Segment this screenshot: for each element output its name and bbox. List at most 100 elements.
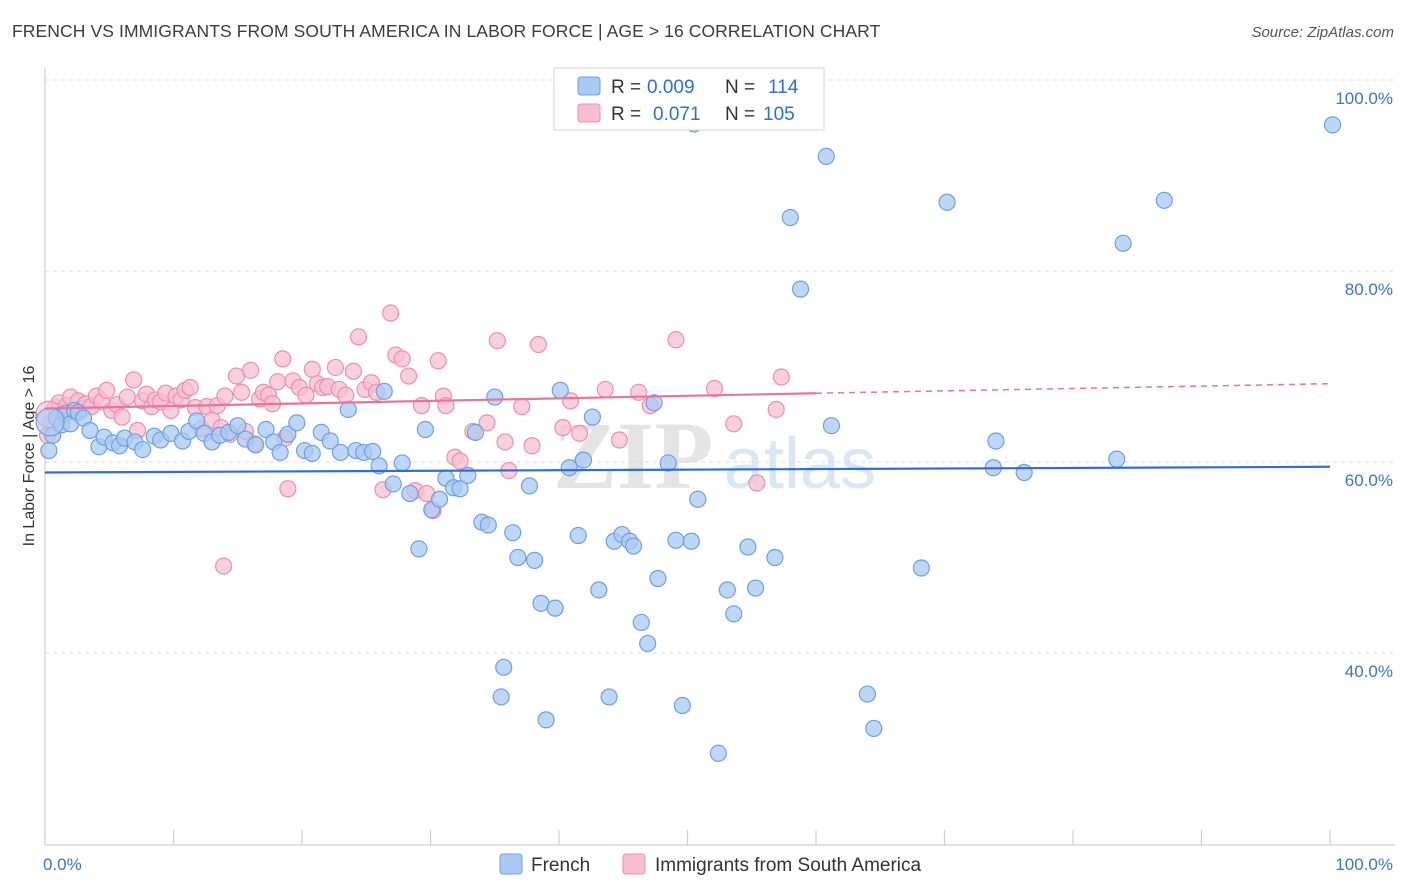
immigrants-point-52 [279, 480, 297, 498]
french-point-48 [401, 484, 419, 503]
french-point-59 [479, 516, 497, 534]
french-point-52 [430, 490, 449, 508]
french-point-0 [40, 441, 58, 460]
x-axis-ticks [44, 830, 1331, 845]
french-point-100 [822, 417, 841, 435]
immigrants-point-41 [233, 383, 251, 401]
french-point-84 [649, 569, 667, 588]
french-point-102 [865, 719, 883, 738]
immigrants-point-63 [344, 362, 362, 380]
immigrants-point-38 [216, 387, 234, 405]
french-point-30 [257, 420, 275, 439]
french-point-111 [1323, 116, 1342, 134]
french-point-64 [509, 548, 527, 567]
immigrants-point-83 [478, 414, 496, 432]
french-point-87 [673, 696, 691, 715]
french-point-65 [520, 477, 539, 495]
french-point-29 [247, 436, 265, 454]
bottom-legend-label-french: French [531, 855, 590, 876]
french-point-88 [682, 532, 700, 550]
french-point-39 [331, 443, 350, 462]
legend-n-value-immigrants: 105 [763, 104, 795, 125]
french-point-89 [689, 490, 707, 508]
french-point-60 [486, 388, 504, 406]
y-tick-label-40: 40.0% [1345, 662, 1393, 681]
french-point-63 [504, 524, 522, 542]
french-point-96 [766, 548, 784, 567]
immigrants-point-60 [326, 358, 345, 377]
french-point-99 [817, 147, 835, 165]
immigrants-point-19 [125, 371, 143, 389]
immigrants-point-85 [496, 433, 514, 451]
immigrants-point-50 [274, 350, 292, 368]
immigrants-point-94 [596, 380, 614, 399]
immigrants-point-91 [554, 419, 572, 437]
french-point-85 [659, 454, 677, 472]
french-point-95 [747, 579, 765, 597]
french-point-74 [583, 408, 602, 426]
french-point-57 [466, 423, 485, 441]
legend-r-value-immigrants: 0.071 [653, 104, 701, 125]
legend-n-value-french: 114 [768, 77, 799, 98]
x-tick-label-max: 100.0% [1335, 855, 1393, 874]
legend-swatch-immigrants [577, 103, 601, 123]
french-point-106 [987, 432, 1005, 450]
immigrants-point-93 [570, 424, 589, 442]
immigrants-point-14 [98, 381, 116, 399]
french-point-32 [271, 443, 289, 462]
immigrants-point-43 [242, 361, 260, 379]
immigrants-point-99 [705, 379, 724, 398]
series-legend: French Immigrants from South America [499, 853, 922, 876]
chart-title: FRENCH VS IMMIGRANTS FROM SOUTH AMERICA … [12, 21, 881, 41]
french-point-66 [525, 551, 544, 569]
immigrants-point-92 [561, 392, 580, 410]
legend-n-label-french: N = [725, 77, 755, 98]
french-point-76 [600, 688, 618, 706]
french-point-83 [645, 394, 663, 412]
french-point-86 [667, 531, 685, 549]
french-point-94 [739, 538, 757, 556]
immigrants-point-81 [451, 452, 469, 470]
french-point-107 [1015, 463, 1033, 482]
french-point-36 [303, 444, 321, 463]
french-point-92 [718, 581, 736, 599]
source-label: Source: ZipAtlas.com [1251, 24, 1394, 41]
immigrants-point-90 [215, 557, 233, 575]
immigrants-point-100 [725, 415, 743, 433]
french-point-93 [725, 605, 743, 623]
french-point-45 [375, 382, 393, 400]
y-axis-label: In Labor Force | Age > 16 [21, 366, 38, 547]
immigrants-point-88 [523, 437, 541, 455]
legend-swatch-french [577, 76, 601, 96]
french-point-70 [551, 381, 569, 399]
french-point-44 [370, 457, 388, 475]
immigrants-point-71 [393, 350, 411, 368]
immigrants-point-77 [429, 352, 447, 370]
french-point-9 [81, 421, 99, 440]
immigrants-point-31 [181, 378, 199, 397]
french-point-108 [1108, 450, 1126, 468]
french-point-68 [537, 711, 555, 729]
french-point-103 [912, 559, 930, 577]
french-point-47 [393, 454, 411, 472]
series-french-points [35, 115, 1342, 762]
y-tick-label-80: 80.0% [1345, 280, 1393, 299]
french-point-101 [858, 685, 877, 703]
immigrants-point-87 [513, 398, 531, 416]
x-tick-label-min: 0.0% [43, 855, 82, 874]
immigrants-point-17 [113, 408, 131, 426]
french-point-109 [1114, 234, 1132, 252]
french-point-62 [492, 688, 510, 706]
french-point-cluster [35, 407, 65, 437]
immigrants-point-101 [748, 474, 766, 492]
legend-r-label-immigrants: R = [611, 104, 641, 125]
french-point-110 [1155, 191, 1173, 209]
french-point-98 [791, 280, 810, 298]
immigrants-point-18 [118, 388, 136, 406]
french-point-38 [321, 432, 339, 450]
immigrants-point-72 [400, 367, 418, 385]
french-point-43 [364, 442, 382, 461]
french-point-46 [384, 475, 402, 493]
bottom-legend-label-immigrants: Immigrants from South America [655, 855, 922, 876]
